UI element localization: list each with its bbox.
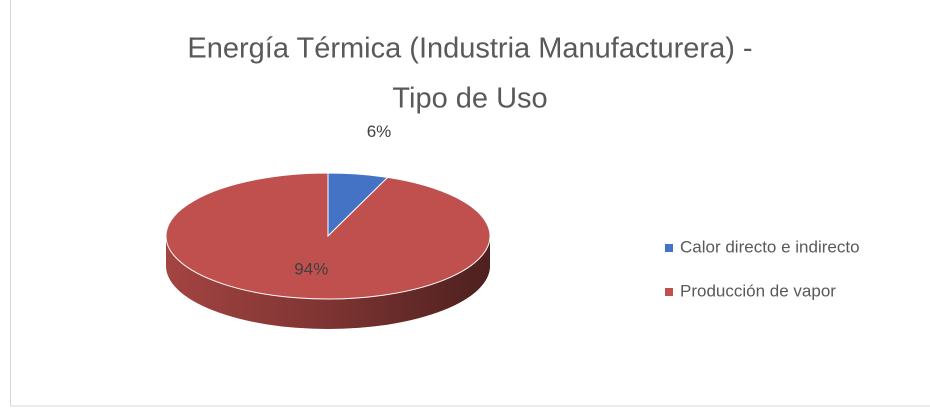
chart-border <box>10 0 930 407</box>
chart-title: Energía Térmica (Industria Manufacturera… <box>187 33 752 65</box>
legend-swatch <box>665 288 673 296</box>
data-label: 94% <box>294 260 328 279</box>
pie-side-shade <box>166 236 490 329</box>
chart-title: Tipo de Uso <box>392 83 547 115</box>
data-label: 6% <box>367 122 392 141</box>
legend-label: Producción de vapor <box>680 281 836 300</box>
legend-swatch <box>665 244 673 252</box>
legend-label: Calor directo e indirecto <box>680 237 860 256</box>
pie-slice <box>165 172 491 300</box>
